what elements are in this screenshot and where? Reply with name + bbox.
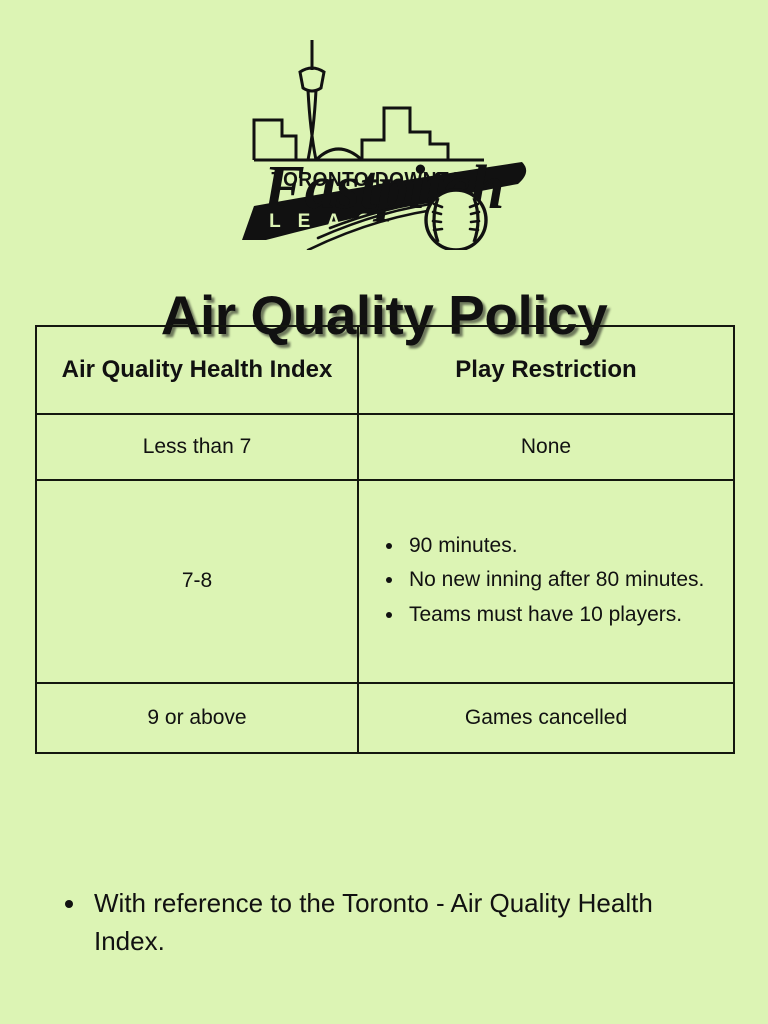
league-logo-graphic: TORONTO DOWNTOWN Fastpitch L E A G U E	[242, 40, 527, 250]
list-item: Teams must have 10 players.	[405, 599, 719, 632]
league-logo: TORONTO DOWNTOWN Fastpitch L E A G U E	[0, 28, 768, 250]
cell-index: 9 or above	[35, 682, 359, 754]
column-header-restriction: Play Restriction	[357, 325, 735, 415]
footnote-item: With reference to the Toronto - Air Qual…	[88, 884, 692, 961]
logo-banner-swoosh	[242, 162, 527, 240]
cell-restriction: 90 minutes. No new inning after 80 minut…	[357, 479, 735, 684]
table-row: 7-8 90 minutes. No new inning after 80 m…	[35, 479, 735, 684]
cell-index: Less than 7	[35, 413, 359, 481]
air-quality-policy-table: Air Quality Health Index Play Restrictio…	[35, 325, 735, 754]
table-row: Less than 7 None	[35, 413, 735, 481]
baseball-icon	[424, 188, 488, 250]
cell-restriction: Games cancelled	[357, 682, 735, 754]
table-header-row: Air Quality Health Index Play Restrictio…	[35, 325, 735, 415]
list-item: 90 minutes.	[405, 530, 719, 563]
table-row: 9 or above Games cancelled	[35, 682, 735, 754]
restriction-bullet-list: 90 minutes. No new inning after 80 minut…	[359, 520, 733, 644]
cell-restriction: None	[357, 413, 735, 481]
list-item: No new inning after 80 minutes.	[405, 564, 719, 597]
cell-index: 7-8	[35, 479, 359, 684]
cn-tower-skyline-icon	[252, 40, 484, 162]
footnote: With reference to the Toronto - Air Qual…	[52, 884, 692, 961]
footnote-list: With reference to the Toronto - Air Qual…	[52, 884, 692, 961]
column-header-index: Air Quality Health Index	[35, 325, 359, 415]
